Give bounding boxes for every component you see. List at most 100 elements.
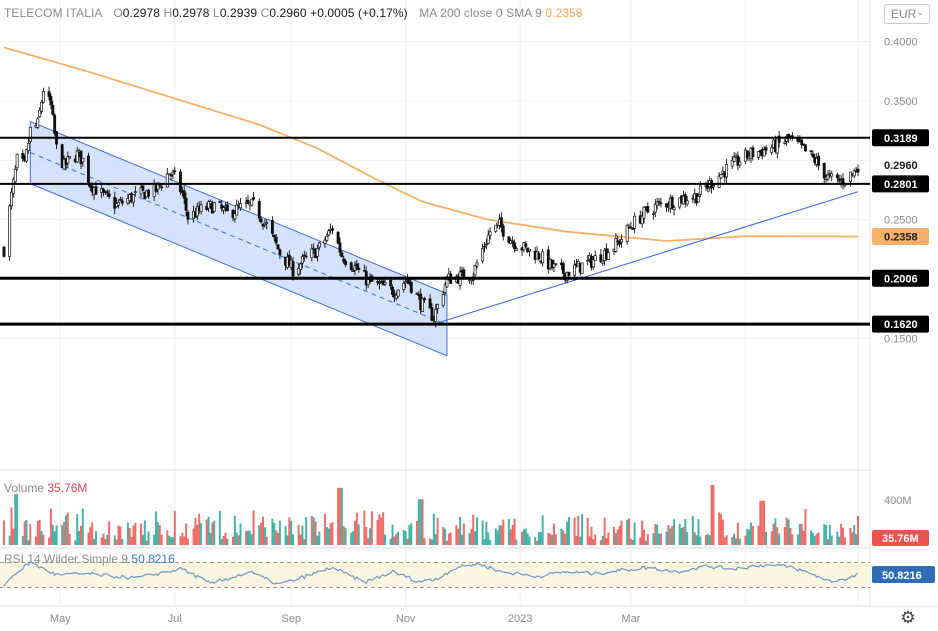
volume-bar — [329, 523, 332, 545]
volume-bar — [800, 523, 803, 545]
candle-body — [554, 263, 558, 265]
volume-bar — [235, 532, 238, 545]
regression-channel[interactable] — [29, 120, 448, 357]
volume-bar — [147, 531, 150, 545]
volume-bar — [836, 531, 839, 545]
pane-separators — [0, 0, 938, 607]
volume-bar — [658, 533, 661, 545]
price-axis[interactable]: 0.15000.20000.25000.30000.35000.40000.30… — [871, 0, 938, 606]
volume-bar — [29, 524, 32, 545]
volume-bar — [581, 513, 584, 545]
volume-bar — [474, 531, 477, 545]
candle-body — [552, 263, 556, 268]
candle-body — [629, 226, 633, 229]
volume-bar — [541, 515, 544, 545]
candle-body — [483, 245, 486, 248]
volume-bar — [301, 525, 304, 545]
volume-bar — [63, 522, 66, 545]
candle-body — [49, 96, 53, 106]
volume-bar — [402, 530, 405, 545]
level-price-tag: 0.2801 — [884, 179, 918, 191]
candle-body — [349, 262, 353, 270]
volume-bar — [736, 522, 739, 545]
volume-bar — [121, 539, 124, 545]
volume-bar — [106, 534, 109, 545]
volume-bar — [277, 532, 280, 545]
support-trendline[interactable] — [433, 191, 859, 325]
level-price-tag-bg — [872, 315, 929, 333]
candle-body — [259, 218, 263, 223]
price-tick-label: 0.2500 — [884, 215, 918, 227]
volume-bar — [444, 528, 447, 545]
ma-price-tag-bg — [872, 227, 929, 245]
volume-bar — [417, 499, 420, 545]
volume-bar — [263, 527, 266, 545]
trendline[interactable] — [433, 191, 859, 325]
volume-bar — [297, 524, 300, 545]
volume-bar — [763, 500, 766, 545]
volume-bar — [475, 517, 478, 545]
rsi-legend: RSI 14 Wilder Simple 9 50.8216 — [4, 552, 175, 566]
volume-bar — [327, 528, 330, 545]
volume-bar — [14, 494, 17, 545]
candle-body — [173, 170, 177, 172]
volume-bar — [654, 524, 657, 545]
volume-bar — [455, 525, 458, 545]
horizontal-levels[interactable] — [0, 136, 870, 326]
candle-body — [195, 205, 199, 217]
candle-body — [51, 105, 55, 115]
candle-body — [494, 224, 498, 232]
low-value: 0.2939 — [219, 6, 258, 20]
candle-body — [712, 185, 715, 188]
volume-bar — [500, 525, 503, 545]
volume-bar — [601, 535, 604, 545]
candle-body — [199, 204, 203, 213]
candle-body — [436, 304, 440, 309]
volume-bar — [481, 520, 484, 545]
candle-body — [486, 234, 490, 244]
volume-bar — [857, 515, 859, 545]
volume-bar — [697, 519, 700, 545]
candle-body — [565, 272, 569, 281]
candle-body — [670, 196, 674, 209]
channel-lower[interactable] — [30, 183, 448, 357]
volume-bar — [605, 538, 608, 545]
candle-body — [537, 253, 541, 260]
volume-bar — [656, 524, 659, 545]
volume-bar — [130, 537, 133, 545]
time-axis[interactable]: May Jul Sep Nov 2023 Mar — [50, 613, 641, 625]
candle-body — [117, 201, 120, 206]
volume-bar — [378, 514, 381, 545]
candle-body — [618, 241, 622, 245]
level-price-tag: 0.3189 — [884, 133, 918, 145]
volume-bar — [592, 539, 595, 545]
volume-bar — [575, 535, 578, 545]
volume-bar — [498, 525, 501, 545]
candle-body — [81, 157, 85, 163]
current-price-tag-bg — [872, 156, 929, 174]
volume-bar — [213, 520, 216, 545]
volume-bar — [616, 529, 619, 545]
volume-bar — [207, 516, 210, 545]
candle-body — [239, 203, 242, 209]
rsi-band — [0, 562, 870, 588]
volume-bar — [547, 532, 550, 545]
gear-icon[interactable]: ⚙ — [900, 608, 916, 627]
volume-bar — [631, 539, 634, 545]
volume-bar — [798, 523, 801, 545]
candle-body — [299, 263, 303, 270]
volume-bar — [586, 517, 589, 545]
volume-bar — [562, 530, 565, 545]
volume-bar — [560, 528, 563, 545]
currency-selector[interactable]: EUR ⌄ — [884, 4, 930, 24]
volume-bar — [278, 520, 281, 545]
volume-bar — [430, 539, 433, 545]
channel-center[interactable] — [30, 152, 448, 326]
candle-body — [567, 271, 571, 277]
volume-bar — [776, 527, 779, 545]
volume-bar — [271, 518, 274, 545]
candle-body — [764, 147, 768, 151]
volume-bar — [260, 522, 263, 545]
volume-bar — [646, 534, 649, 545]
